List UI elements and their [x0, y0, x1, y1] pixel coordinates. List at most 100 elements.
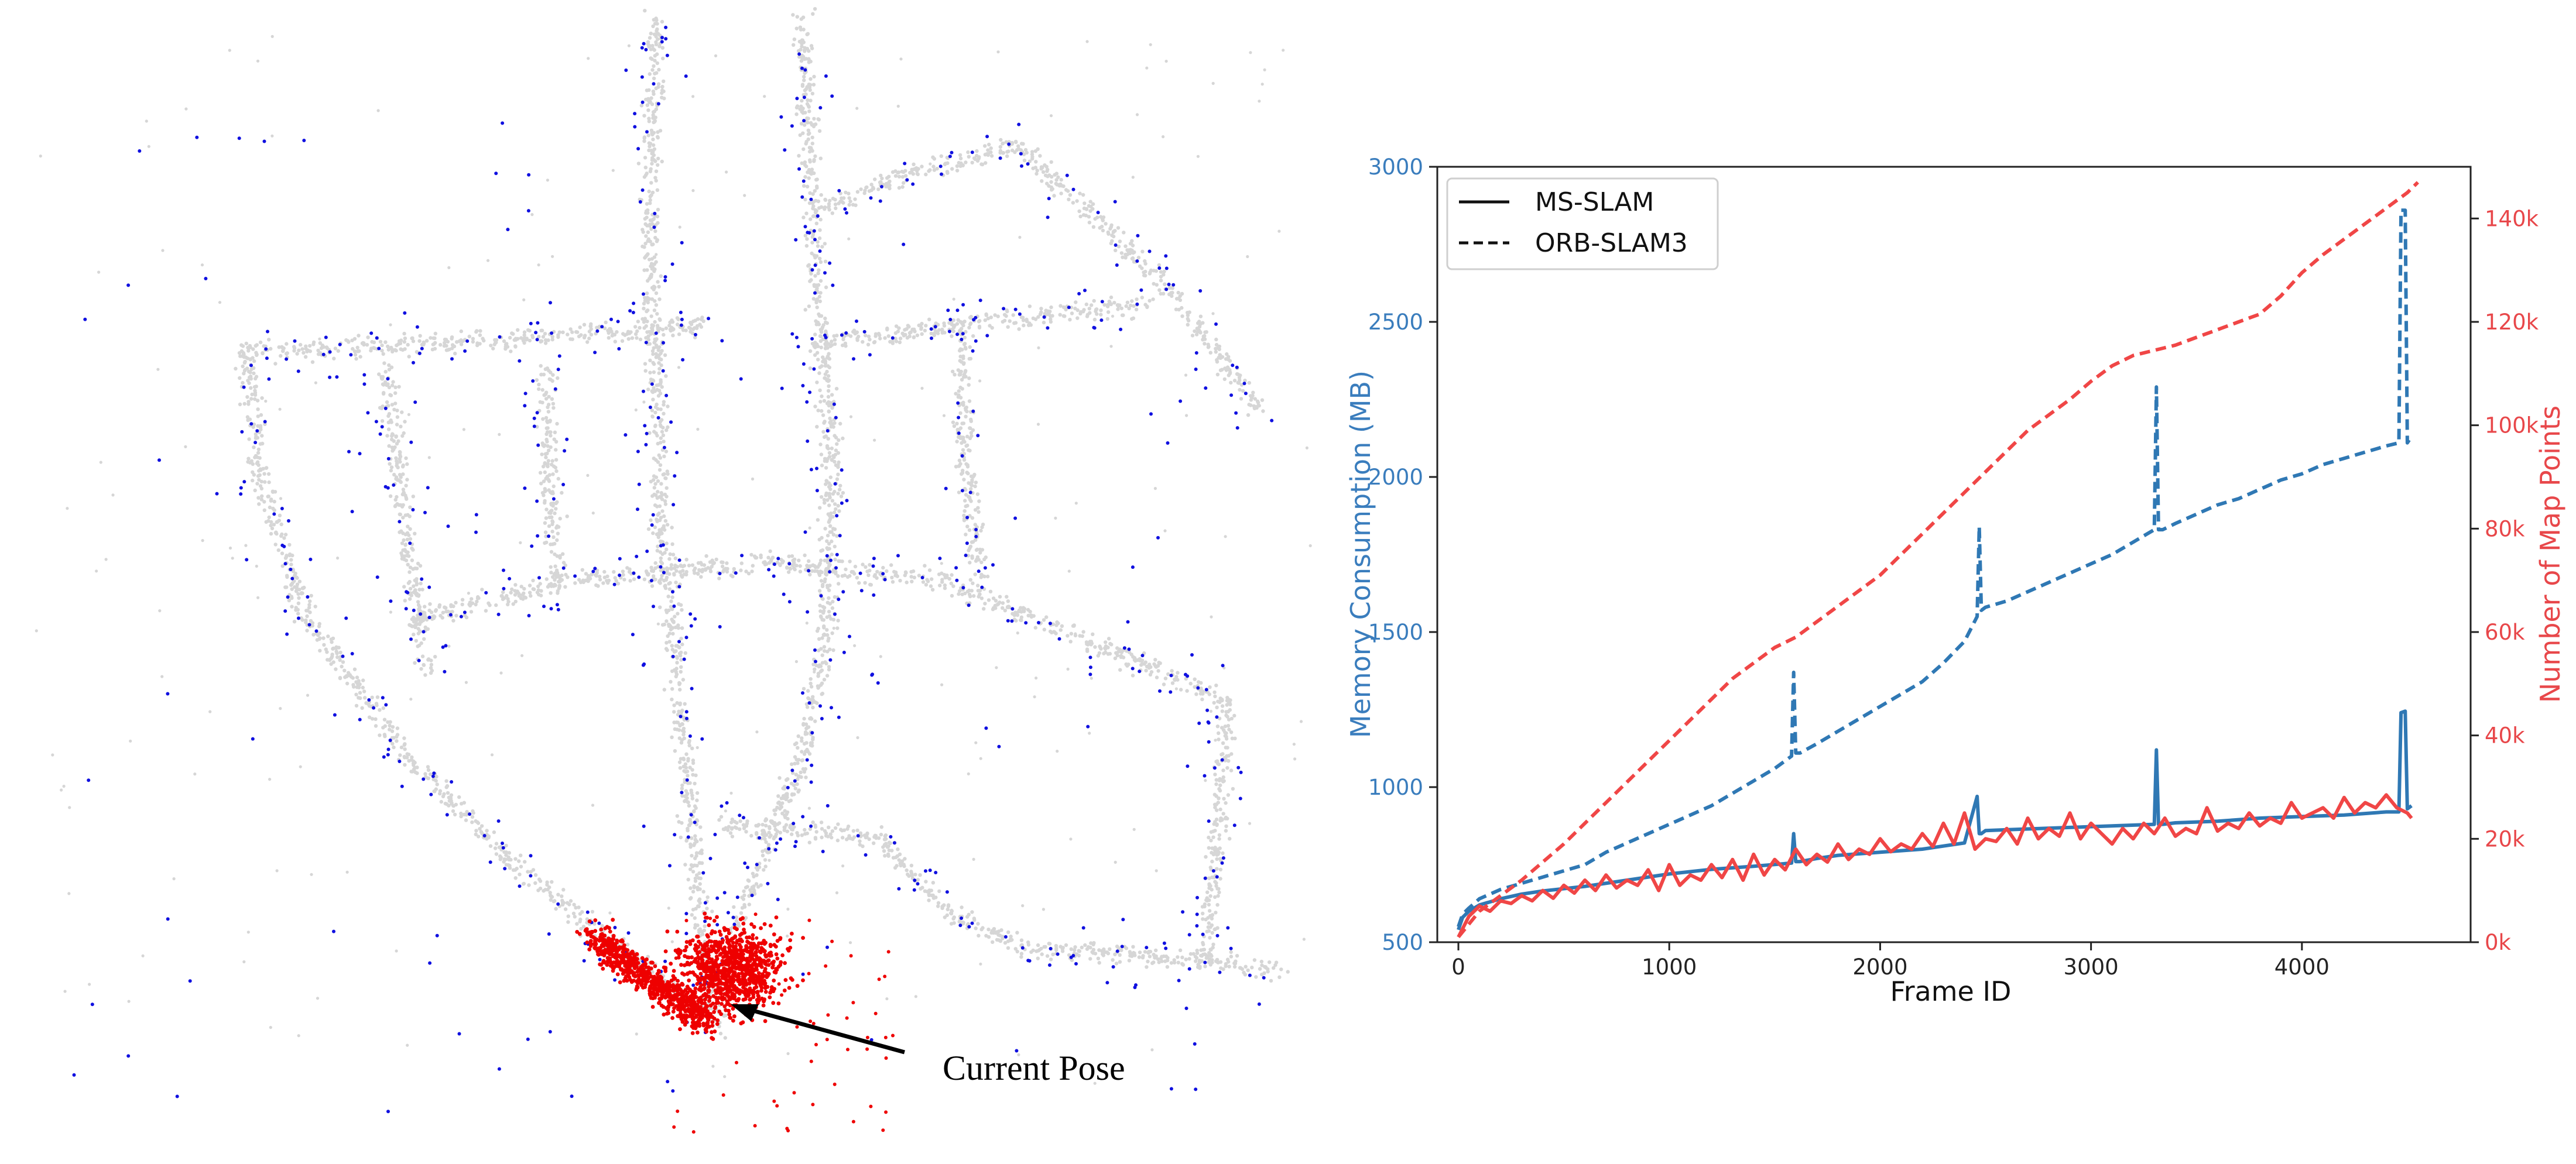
map-point	[342, 668, 347, 673]
map-point	[661, 425, 665, 430]
map-point	[383, 724, 387, 728]
map-point	[834, 206, 838, 211]
map-point	[1140, 296, 1145, 300]
map-point	[393, 497, 398, 502]
map-point	[407, 758, 411, 763]
map-point	[263, 480, 267, 484]
map-point	[664, 476, 668, 480]
map-point	[273, 542, 278, 547]
map-point	[807, 304, 811, 308]
map-point	[873, 833, 878, 838]
map-point	[1036, 315, 1040, 319]
map-point	[813, 210, 818, 215]
map-point	[1206, 342, 1210, 346]
map-point	[812, 74, 816, 79]
map-point	[1176, 290, 1180, 295]
map-point	[571, 911, 576, 916]
map-point	[267, 338, 271, 342]
map-point	[544, 577, 549, 581]
map-point	[903, 328, 907, 332]
map-point	[358, 682, 362, 686]
map-point	[388, 727, 392, 732]
map-point	[454, 613, 458, 618]
map-point	[394, 475, 399, 479]
map-point	[1022, 607, 1027, 611]
map-point	[407, 554, 411, 558]
map-point	[1068, 640, 1073, 644]
map-point	[801, 722, 806, 726]
map-point	[405, 497, 409, 501]
map-point	[575, 922, 579, 926]
map-point	[960, 348, 964, 352]
map-point	[989, 146, 993, 150]
map-point	[505, 345, 510, 349]
map-point	[809, 146, 813, 150]
map-point	[1260, 973, 1264, 977]
map-point	[895, 864, 899, 868]
map-point	[519, 864, 523, 869]
map-point	[993, 313, 997, 317]
map-point	[413, 531, 417, 535]
map-point	[835, 534, 839, 538]
map-point	[321, 636, 326, 640]
map-point	[749, 833, 753, 838]
map-point	[1229, 954, 1234, 959]
map-point	[964, 444, 968, 448]
map-point	[432, 342, 436, 346]
map-point	[1279, 967, 1283, 971]
map-point	[310, 360, 315, 364]
map-point	[525, 337, 529, 341]
map-point	[648, 358, 652, 362]
map-point	[1016, 147, 1021, 151]
map-point	[693, 834, 697, 838]
map-point	[633, 332, 638, 336]
map-point	[867, 837, 871, 842]
map-point	[1187, 957, 1191, 961]
map-point	[289, 562, 293, 566]
map-point	[470, 820, 474, 825]
map-point	[979, 575, 984, 579]
map-point	[460, 602, 464, 607]
map-point	[813, 189, 817, 193]
map-point	[689, 788, 693, 792]
map-point	[387, 444, 391, 448]
map-point	[820, 668, 824, 672]
map-point	[416, 603, 421, 607]
map-point	[485, 829, 489, 833]
map-point	[1157, 661, 1161, 665]
map-point	[835, 838, 840, 843]
map-point	[357, 334, 361, 338]
map-point	[809, 77, 813, 81]
map-point	[335, 651, 339, 655]
map-point	[818, 334, 823, 338]
map-point	[811, 563, 815, 567]
map-point	[660, 418, 664, 422]
map-point	[662, 97, 666, 101]
map-point	[823, 558, 827, 562]
map-point	[1045, 169, 1049, 173]
map-point	[824, 493, 828, 497]
map-point	[247, 375, 252, 380]
map-point	[433, 655, 437, 659]
map-point	[960, 387, 964, 391]
map-point	[404, 558, 409, 562]
map-point	[818, 328, 823, 332]
map-point	[1218, 877, 1222, 881]
map-point	[1002, 313, 1007, 317]
map-point	[672, 710, 676, 714]
map-point	[482, 338, 486, 343]
map-point	[1048, 310, 1052, 314]
map-point	[996, 314, 1000, 318]
map-point	[1146, 959, 1150, 964]
map-point	[374, 702, 379, 706]
map-point	[896, 170, 900, 175]
map-point	[803, 234, 808, 238]
map-point	[1206, 925, 1210, 929]
map-point	[395, 495, 399, 499]
map-point	[1112, 301, 1116, 305]
map-point	[875, 569, 879, 574]
map-point	[897, 858, 901, 862]
map-point	[651, 90, 656, 94]
map-point	[873, 573, 878, 577]
map-point	[811, 705, 815, 710]
